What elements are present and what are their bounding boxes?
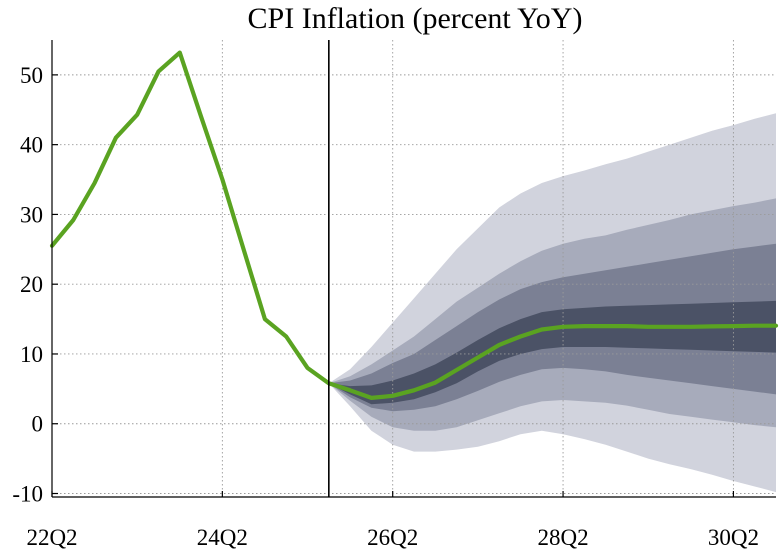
- grid-lines: [51, 40, 776, 497]
- y-tick-label: 10: [20, 342, 43, 367]
- x-tick-label: 30Q2: [708, 525, 759, 550]
- series-lines: [49, 50, 779, 400]
- x-tick-label: 22Q2: [26, 525, 77, 550]
- y-tick-label: 20: [20, 272, 43, 297]
- y-tick-label: 0: [32, 412, 44, 437]
- tick-labels: -10 0 10 20 30 40 50 22Q2 24Q2 26Q2 28Q2 30Q2: [12, 63, 759, 550]
- fan-bands: [328, 113, 776, 493]
- x-tick-label: 26Q2: [367, 525, 418, 550]
- chart-title: CPI Inflation (percent YoY): [248, 2, 583, 35]
- y-tick-label: 50: [20, 63, 43, 88]
- x-tick-label: 24Q2: [197, 525, 248, 550]
- x-tick-label: 28Q2: [537, 525, 588, 550]
- y-tick-label: 30: [20, 202, 43, 227]
- series-line-cpi-inflation: [49, 50, 779, 400]
- y-tick-label: -10: [12, 482, 43, 507]
- axes: [51, 40, 776, 498]
- y-tick-label: 40: [20, 133, 43, 158]
